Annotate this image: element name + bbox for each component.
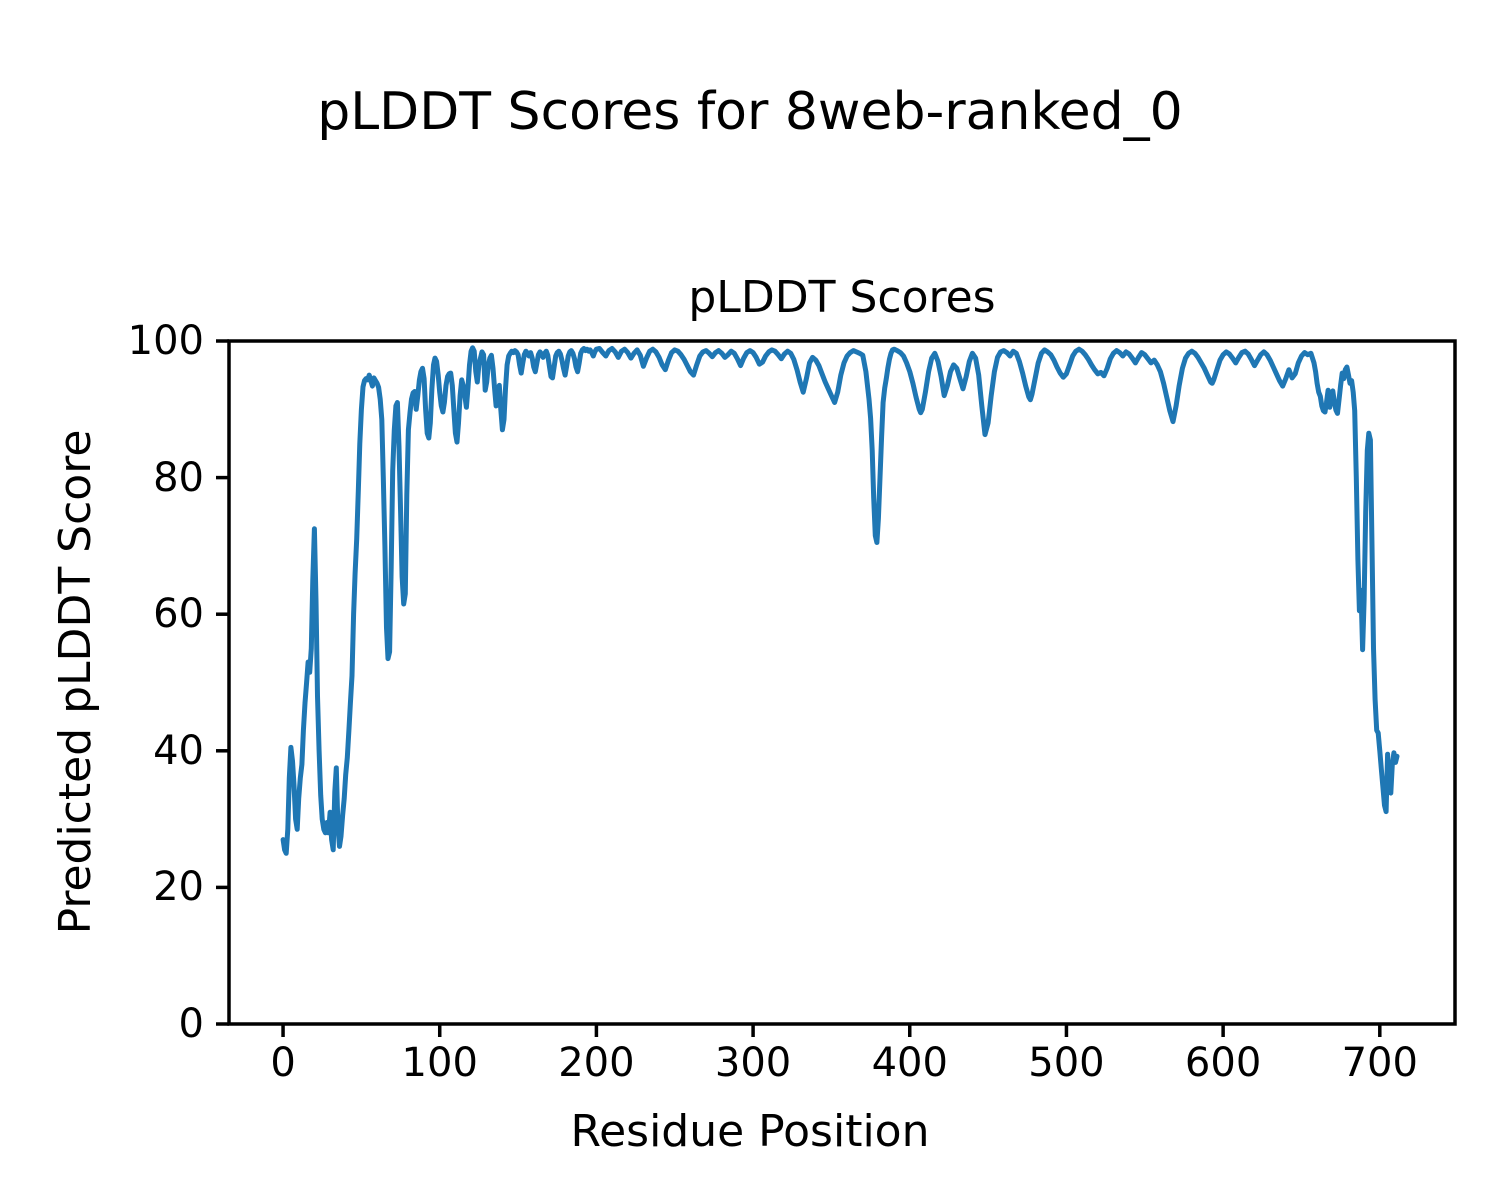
axes-title: pLDDT Scores — [688, 272, 996, 323]
x-tick-label: 700 — [1341, 1040, 1418, 1086]
x-tick-label: 200 — [558, 1040, 635, 1086]
y-axis-label: Predicted pLDDT Score — [49, 429, 101, 935]
y-tick-label: 20 — [153, 864, 204, 911]
x-axis-label: Residue Position — [570, 1106, 930, 1157]
x-tick-label: 500 — [1028, 1040, 1105, 1086]
y-tick-label: 60 — [153, 591, 204, 638]
axis-tick-marks — [216, 339, 1382, 1037]
axes-spines — [227, 339, 1457, 1026]
y-tick-label: 0 — [178, 1001, 204, 1047]
x-tick-label: 600 — [1184, 1040, 1262, 1086]
x-tick-label: 300 — [714, 1040, 792, 1086]
y-tick-label: 100 — [127, 318, 204, 364]
x-tick-label: 0 — [270, 1040, 296, 1086]
y-tick-label: 40 — [153, 727, 204, 774]
x-tick-label: 400 — [871, 1040, 948, 1086]
figure-title: pLDDT Scores for 8web-ranked_0 — [317, 82, 1183, 142]
y-tick-label: 80 — [153, 454, 204, 501]
x-tick-label: 100 — [401, 1040, 478, 1086]
plddt-line-series — [280, 345, 1400, 856]
